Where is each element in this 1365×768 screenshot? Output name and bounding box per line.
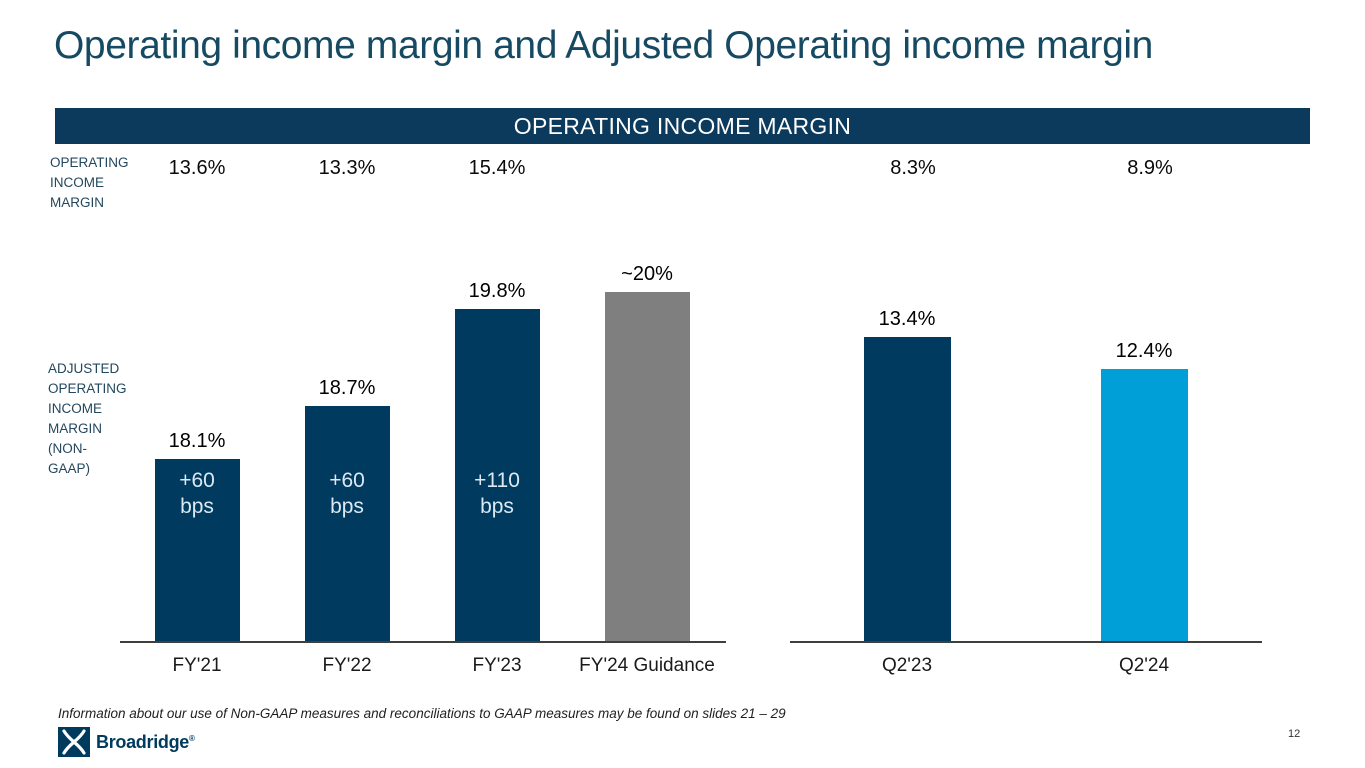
broadridge-logo-text: Broadridge®: [96, 731, 195, 752]
adjusted-operating-income-margin-label: ADJUSTED OPERATING INCOME MARGIN (NON- G…: [48, 359, 127, 479]
bar-value-label-fy-23: 19.8%: [468, 280, 526, 302]
category-label-q2-24: Q2'24: [1118, 655, 1170, 676]
label-line: MARGIN: [50, 195, 104, 210]
bar-value-label-fy-21: 18.1%: [168, 430, 226, 452]
bar-q2-23: [863, 337, 951, 641]
x-axis-fiscal-years: [120, 641, 726, 643]
operating-income-margin-value-8-3: 8.3%: [890, 157, 936, 179]
bar-annotation-fy-23: +110 bps: [474, 469, 520, 518]
bar-fy-23: [454, 309, 540, 641]
category-label-fy-22: FY'22: [322, 655, 372, 676]
page-number: 12: [1288, 728, 1301, 740]
category-label-q2-23: Q2'23: [881, 655, 933, 676]
bar-annotation-fy-22: +60 bps: [329, 469, 365, 518]
section-banner-label: OPERATING INCOME MARGIN: [513, 112, 852, 139]
label-line: INCOME: [48, 401, 102, 416]
label-line: OPERATING: [50, 155, 129, 170]
category-label-fy-23: FY'23: [472, 655, 522, 676]
bar-value-label-fy-22: 18.7%: [318, 377, 376, 399]
bar-value-label-fy-24-guidance: ~20%: [621, 263, 673, 285]
category-label-fy-21: FY'21: [172, 655, 222, 676]
footnote: Information about our use of Non-GAAP me…: [58, 706, 786, 721]
bar-value-label-q2-24: 12.4%: [1115, 340, 1173, 362]
bar-q2-24: [1100, 369, 1188, 641]
bar-fy-21: [154, 459, 240, 641]
label-line: (NON-: [48, 441, 87, 456]
section-banner: OPERATING INCOME MARGIN: [55, 108, 1310, 144]
operating-income-margin-value-13-6: 13.6%: [168, 157, 226, 179]
label-line: GAAP): [48, 461, 91, 476]
label-line: INCOME: [50, 175, 104, 190]
bar-annotation-fy-21: +60 bps: [179, 469, 215, 518]
bar-fy-24-guidance: [604, 292, 690, 641]
registered-trademark-symbol: ®: [189, 733, 195, 743]
broadridge-logo: Broadridge®: [58, 727, 195, 757]
bar-fy-22: [304, 406, 390, 641]
broadridge-logo-icon: [58, 727, 90, 757]
operating-income-margin-row-label: OPERATING INCOME MARGIN: [50, 153, 129, 213]
operating-income-margin-value-13-3: 13.3%: [318, 157, 376, 179]
bar-value-label-q2-23: 13.4%: [878, 308, 936, 330]
page-title: Operating income margin and Adjusted Ope…: [54, 24, 1153, 67]
label-line: OPERATING: [48, 381, 127, 396]
label-line: ADJUSTED: [48, 361, 120, 376]
x-axis-quarters: [790, 641, 1262, 643]
operating-income-margin-value-15-4: 15.4%: [468, 157, 526, 179]
category-label-fy-24-guidance: FY'24 Guidance: [579, 655, 715, 676]
operating-income-margin-value-8-9: 8.9%: [1127, 157, 1173, 179]
label-line: MARGIN: [48, 421, 102, 436]
